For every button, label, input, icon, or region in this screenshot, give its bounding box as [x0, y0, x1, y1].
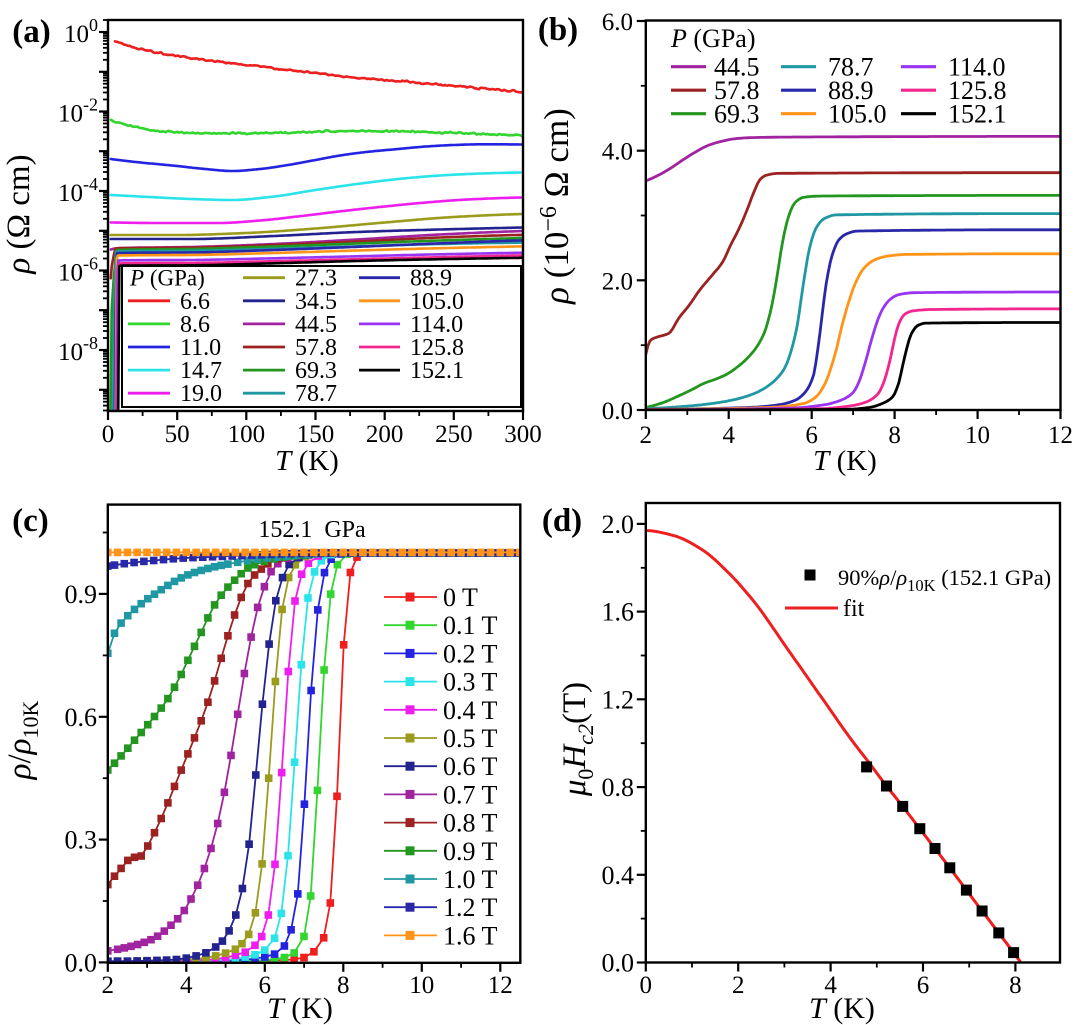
svg-text:10-8: 10-8 — [58, 333, 98, 366]
svg-text:6: 6 — [805, 422, 818, 449]
svg-text:0: 0 — [640, 972, 653, 999]
svg-text:300: 300 — [504, 421, 542, 448]
svg-text:57.8: 57.8 — [714, 76, 760, 105]
svg-text:8: 8 — [1009, 972, 1022, 999]
svg-text:6.6: 6.6 — [180, 289, 210, 315]
svg-text:P (GPa): P (GPa) — [129, 266, 205, 291]
svg-text:ρ (Ω cm): ρ (Ω cm) — [1, 154, 37, 274]
svg-text:0.0: 0.0 — [602, 398, 633, 425]
svg-text:0.6 T: 0.6 T — [443, 752, 498, 781]
svg-text:8: 8 — [888, 422, 901, 449]
svg-text:0.4: 0.4 — [602, 861, 635, 890]
svg-text:P (GPa): P (GPa) — [670, 24, 755, 53]
svg-text:0.4 T: 0.4 T — [443, 696, 498, 725]
svg-text:T (K): T (K) — [809, 992, 875, 1025]
svg-text:0.8 T: 0.8 T — [443, 809, 498, 838]
svg-text:0.3: 0.3 — [65, 826, 98, 855]
svg-text:0 T: 0 T — [443, 583, 478, 612]
svg-text:ρ (10−6 Ω cm): ρ (10−6 Ω cm) — [536, 108, 576, 305]
svg-text:57.8: 57.8 — [295, 335, 337, 361]
svg-text:125.8: 125.8 — [948, 76, 1007, 105]
svg-text:152.1: 152.1 — [948, 100, 1007, 129]
svg-text:10: 10 — [965, 422, 990, 449]
svg-text:1.2: 1.2 — [602, 685, 635, 714]
svg-text:250: 250 — [435, 421, 473, 448]
svg-text:114.0: 114.0 — [948, 53, 1006, 82]
svg-text:27.3: 27.3 — [295, 266, 337, 292]
svg-text:6: 6 — [259, 972, 272, 999]
svg-text:105.0: 105.0 — [828, 100, 887, 129]
svg-text:0.5 T: 0.5 T — [443, 724, 498, 753]
svg-text:100: 100 — [228, 421, 266, 448]
svg-text:0.9: 0.9 — [65, 580, 98, 609]
svg-text:6.0: 6.0 — [602, 9, 633, 36]
svg-text:0.6: 0.6 — [65, 703, 98, 732]
svg-text:T (K): T (K) — [275, 445, 339, 477]
svg-text:1.6 T: 1.6 T — [443, 921, 498, 950]
svg-text:14.7: 14.7 — [180, 358, 222, 384]
svg-text:4.0: 4.0 — [602, 139, 633, 166]
svg-text:(c): (c) — [12, 503, 49, 539]
svg-text:34.5: 34.5 — [295, 289, 337, 315]
svg-text:88.9: 88.9 — [410, 266, 452, 292]
svg-text:2: 2 — [732, 972, 745, 999]
svg-text:0: 0 — [102, 421, 115, 448]
svg-text:10-4: 10-4 — [58, 174, 98, 207]
svg-text:50: 50 — [165, 421, 190, 448]
svg-text:88.9: 88.9 — [828, 76, 874, 105]
svg-text:2: 2 — [102, 972, 115, 999]
svg-text:100: 100 — [64, 15, 98, 48]
svg-text:44.5: 44.5 — [714, 53, 760, 82]
svg-text:11.0: 11.0 — [180, 335, 221, 361]
svg-text:0.2 T: 0.2 T — [443, 639, 498, 668]
svg-text:152.1 GPa: 152.1 GPa — [258, 517, 366, 543]
svg-text:4: 4 — [180, 972, 193, 999]
svg-text:1.0 T: 1.0 T — [443, 865, 498, 894]
svg-text:0.0: 0.0 — [602, 949, 635, 978]
svg-text:T (K): T (K) — [267, 992, 333, 1025]
svg-text:19.0: 19.0 — [180, 381, 222, 407]
svg-text:152.1: 152.1 — [410, 358, 464, 384]
svg-text:1.2 T: 1.2 T — [443, 893, 498, 922]
svg-text:(d): (d) — [542, 503, 582, 539]
svg-text:78.7: 78.7 — [295, 381, 337, 407]
svg-text:12: 12 — [1048, 422, 1073, 449]
svg-text:4: 4 — [824, 972, 837, 999]
svg-text:8.6: 8.6 — [180, 312, 210, 338]
svg-text:8: 8 — [337, 972, 350, 999]
svg-text:150: 150 — [297, 421, 335, 448]
svg-text:T (K): T (K) — [813, 445, 877, 477]
svg-text:10-6: 10-6 — [58, 254, 98, 287]
svg-text:0.8: 0.8 — [602, 773, 635, 802]
svg-text:105.0: 105.0 — [410, 289, 464, 315]
svg-text:fit: fit — [843, 596, 865, 622]
svg-text:78.7: 78.7 — [828, 53, 874, 82]
svg-text:200: 200 — [366, 421, 404, 448]
svg-text:69.3: 69.3 — [295, 358, 337, 384]
svg-text:μ0Hc2(T): μ0Hc2(T) — [557, 682, 598, 797]
svg-text:ρ/ρ10K: ρ/ρ10K — [2, 701, 43, 781]
svg-text:90%ρ/ρ10K (152.1 GPa): 90%ρ/ρ10K (152.1 GPa) — [838, 565, 1051, 595]
svg-text:125.8: 125.8 — [410, 335, 464, 361]
svg-text:(a): (a) — [12, 14, 50, 50]
svg-text:1.6: 1.6 — [602, 598, 635, 627]
svg-text:6: 6 — [917, 972, 930, 999]
svg-text:0.3 T: 0.3 T — [443, 668, 498, 697]
svg-text:10-2: 10-2 — [58, 95, 98, 128]
svg-text:12: 12 — [488, 972, 513, 999]
svg-text:0.0: 0.0 — [65, 948, 98, 977]
svg-text:2.0: 2.0 — [602, 268, 633, 295]
svg-text:2: 2 — [640, 422, 653, 449]
svg-text:10: 10 — [409, 972, 434, 999]
svg-text:69.3: 69.3 — [714, 100, 760, 129]
svg-text:0.1 T: 0.1 T — [443, 611, 498, 640]
svg-text:4: 4 — [722, 422, 735, 449]
svg-text:0.7 T: 0.7 T — [443, 780, 498, 809]
svg-text:44.5: 44.5 — [295, 312, 337, 338]
svg-text:(b): (b) — [538, 12, 578, 48]
svg-text:2.0: 2.0 — [602, 510, 635, 539]
svg-text:114.0: 114.0 — [410, 312, 463, 338]
svg-text:0.9 T: 0.9 T — [443, 837, 498, 866]
